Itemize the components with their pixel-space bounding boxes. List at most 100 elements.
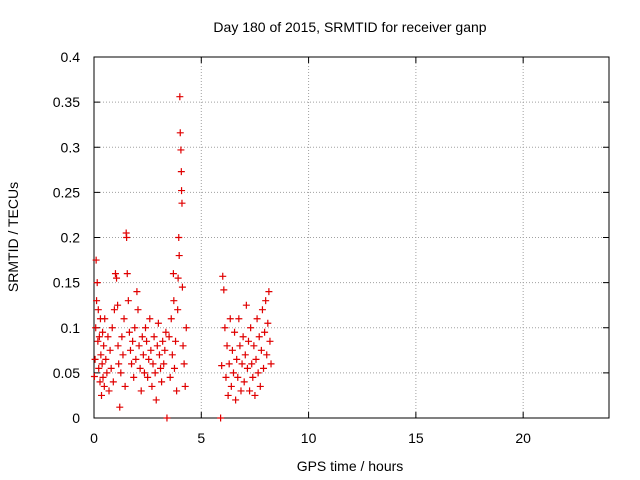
data-point [147,346,155,354]
data-point [178,199,186,207]
data-point [111,270,119,278]
y-tick-label: 0.3 [61,139,81,155]
data-point [176,129,184,137]
y-tick-label: 0.4 [61,49,81,65]
data-point [134,306,142,314]
data-point [94,337,102,345]
x-tick-label: 10 [301,430,317,446]
x-tick-label: 0 [90,430,98,446]
data-point [97,351,105,359]
data-point [103,369,111,377]
data-point [257,346,265,354]
data-point [124,297,132,305]
data-point [223,342,231,350]
data-point [167,315,175,323]
data-point [251,391,259,399]
data-point [168,351,176,359]
data-point [116,403,124,411]
data-point [96,378,104,386]
data-point [136,364,144,372]
data-point [181,382,189,390]
data-point [218,362,226,370]
data-point [160,360,168,368]
data-point [260,364,268,372]
data-point [227,382,235,390]
data-point [149,360,157,368]
data-point [102,355,110,363]
data-point [265,288,273,296]
data-point [98,391,106,399]
data-point [256,382,264,390]
data-point [157,364,165,372]
data-point [226,315,234,323]
y-tick-label: 0.35 [53,94,80,110]
data-point [235,315,243,323]
data-point [162,328,170,336]
y-tick-label: 0.15 [53,275,80,291]
y-tick-label: 0.1 [61,320,81,336]
data-point [161,346,169,354]
data-point [170,297,178,305]
data-point [120,315,128,323]
data-point [133,288,141,296]
data-point [139,351,147,359]
data-point [144,373,152,381]
data-point [154,319,162,327]
data-point [169,270,177,278]
data-point [126,346,134,354]
data-point [110,306,118,314]
plot-frame [93,56,610,419]
data-point [233,355,241,363]
data-point [234,373,242,381]
data-point [262,297,270,305]
data-point [148,382,156,390]
data-point [232,396,240,404]
data-point [228,346,236,354]
data-point [109,378,117,386]
data-point [237,387,245,395]
data-point [243,364,251,372]
data-point [106,346,114,354]
x-axis-label: GPS time / hours [297,458,404,474]
data-point [241,351,249,359]
data-point [267,360,275,368]
data-point [93,279,101,287]
data-point [254,369,262,377]
data-point [247,324,255,332]
y-tick-label: 0.25 [53,184,80,200]
chart-title: Day 180 of 2015, SRMTID for receiver gan… [213,19,486,35]
data-point [158,378,166,386]
data-point [92,324,100,332]
data-point [175,252,183,260]
data-point [100,342,108,350]
data-point [150,333,158,341]
data-point [117,369,125,377]
data-point [135,342,143,350]
data-point [221,324,229,332]
data-point [138,333,146,341]
data-point [90,372,98,380]
data-point [99,373,107,381]
data-point [239,333,247,341]
data-point [123,234,131,241]
data-point [248,360,256,368]
data-point [153,342,161,350]
data-point [178,283,186,291]
data-point [130,373,138,381]
data-point [222,373,230,381]
data-points [90,93,275,422]
data-point [253,315,261,323]
data-point [266,337,274,345]
data-point [152,396,160,404]
data-point [101,315,109,323]
data-point [99,328,107,336]
data-point [137,387,145,395]
x-tick-label: 20 [515,430,531,446]
data-point [252,355,260,363]
data-point [250,342,258,350]
data-point [231,328,239,336]
data-point [94,306,102,314]
data-point [246,387,254,395]
data-point [142,324,149,332]
data-point [92,256,100,264]
